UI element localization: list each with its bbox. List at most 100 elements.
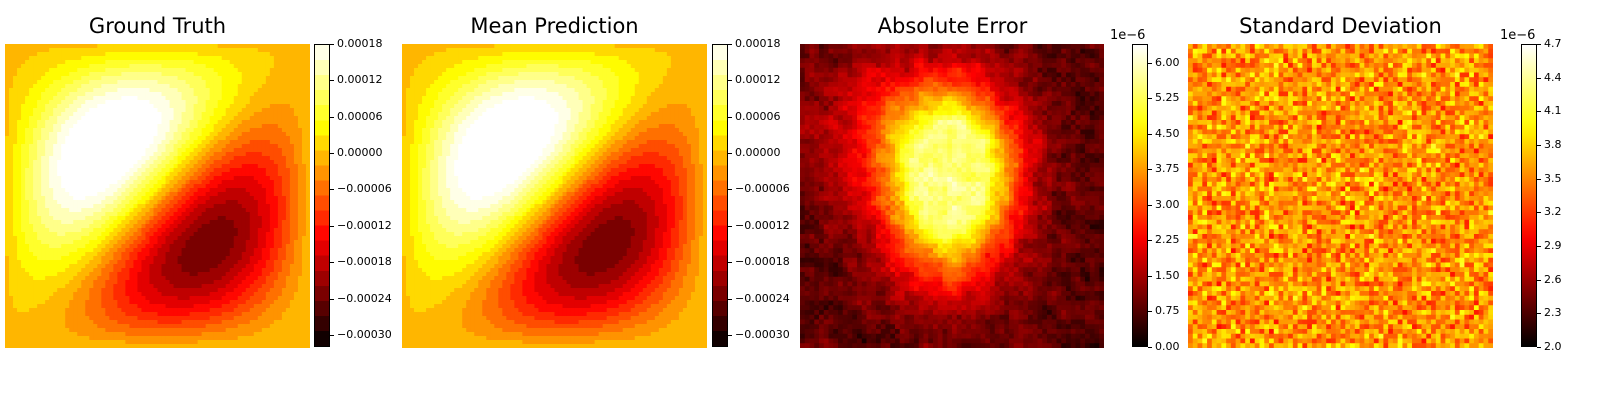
heatmap-cell [157, 276, 163, 281]
heatmap-cell [173, 60, 179, 65]
heatmap-cell [281, 164, 287, 169]
heatmap-cell [57, 304, 62, 309]
heatmap-cell [213, 64, 219, 69]
heatmap-cell [221, 84, 227, 89]
heatmap-cell [137, 296, 143, 301]
heatmap-cell [269, 248, 275, 253]
heatmap-cell [45, 236, 50, 241]
heatmap-cell [93, 260, 98, 265]
heatmap-cell [25, 128, 30, 133]
heatmap-cell [149, 300, 155, 305]
heatmap-cell [141, 144, 147, 149]
heatmap-cell [145, 116, 151, 121]
heatmap-cell [245, 200, 251, 205]
heatmap-cell [177, 156, 183, 161]
heatmap-cell [169, 272, 175, 277]
heatmap-cell [233, 212, 239, 217]
heatmap-cell [105, 248, 110, 253]
heatmap-cell [273, 156, 279, 161]
heatmap-cell [109, 240, 114, 245]
heatmap-cell [9, 224, 14, 229]
heatmap-cell [145, 176, 151, 181]
heatmap-cell [69, 244, 74, 249]
heatmap-cell [245, 164, 251, 169]
heatmap-cell [169, 112, 175, 117]
heatmap-cell [41, 112, 46, 117]
heatmap-cell [269, 196, 275, 201]
heatmap-cell [141, 136, 147, 141]
heatmap-cell [93, 76, 98, 81]
heatmap-cell [37, 148, 42, 153]
heatmap-cell [229, 88, 235, 93]
heatmap-cell [157, 184, 163, 189]
heatmap-cell [193, 304, 199, 309]
heatmap-cell [33, 196, 38, 201]
heatmap-cell [269, 144, 275, 149]
heatmap-cell [129, 200, 135, 205]
heatmap-cell [57, 300, 62, 305]
heatmap-cell [65, 96, 70, 101]
heatmap-cell [33, 236, 38, 241]
heatmap-cell [209, 64, 215, 69]
heatmap-cell [181, 280, 187, 285]
heatmap-cell [301, 268, 307, 273]
heatmap-cell [173, 160, 179, 165]
heatmap-cell [281, 160, 287, 165]
heatmap-cell [121, 144, 126, 149]
heatmap-cell [117, 104, 122, 109]
heatmap-cell [41, 148, 46, 153]
heatmap-cell [293, 100, 299, 105]
heatmap-cell [161, 44, 167, 49]
heatmap-cell [261, 148, 267, 153]
heatmap-cell [33, 252, 38, 257]
heatmap-cell [225, 164, 231, 169]
heatmap-cell [301, 144, 307, 149]
heatmap-cell [193, 224, 199, 229]
heatmap-cell [5, 84, 10, 89]
heatmap-cell [261, 244, 267, 249]
heatmap-cell [105, 296, 110, 301]
heatmap-cell [161, 80, 167, 85]
heatmap-cell [5, 244, 10, 249]
heatmap-cell [9, 176, 14, 181]
heatmap-cell [217, 212, 223, 217]
heatmap-cell [277, 232, 283, 237]
heatmap-cell [181, 152, 187, 157]
heatmap-cell [25, 172, 30, 177]
heatmap-cell [65, 84, 70, 89]
heatmap-cell [117, 48, 122, 53]
heatmap-cell [41, 156, 46, 161]
heatmap-cell [5, 124, 10, 129]
heatmap-cell [121, 248, 126, 253]
heatmap-cell [249, 96, 255, 101]
heatmap-cell [269, 84, 275, 89]
heatmap-cell [113, 104, 118, 109]
heatmap-cell [69, 220, 74, 225]
heatmap-cell [73, 60, 78, 65]
heatmap-cell [37, 52, 42, 57]
heatmap-cell [281, 184, 287, 189]
heatmap-cell [65, 68, 70, 73]
heatmap-cell [249, 44, 255, 49]
heatmap-cell [157, 192, 163, 197]
heatmap-cell [185, 136, 191, 141]
heatmap-cell [269, 168, 275, 173]
heatmap-cell [29, 120, 34, 125]
heatmap-cell [297, 188, 303, 193]
heatmap-cell [197, 80, 203, 85]
heatmap-cell [209, 252, 215, 257]
heatmap-cell [117, 140, 122, 145]
heatmap-cell [69, 104, 74, 109]
heatmap-cell [229, 188, 235, 193]
heatmap-cell [165, 252, 171, 257]
heatmap-cell [181, 88, 187, 93]
heatmap-cell [81, 116, 86, 121]
heatmap-cell [53, 276, 58, 281]
heatmap-cell [145, 180, 151, 185]
heatmap-cell [21, 64, 26, 69]
heatmap-cell [297, 112, 303, 117]
heatmap-cell [57, 268, 62, 273]
heatmap-cell [157, 64, 163, 69]
heatmap-cell [121, 176, 126, 181]
heatmap-cell [117, 76, 122, 81]
